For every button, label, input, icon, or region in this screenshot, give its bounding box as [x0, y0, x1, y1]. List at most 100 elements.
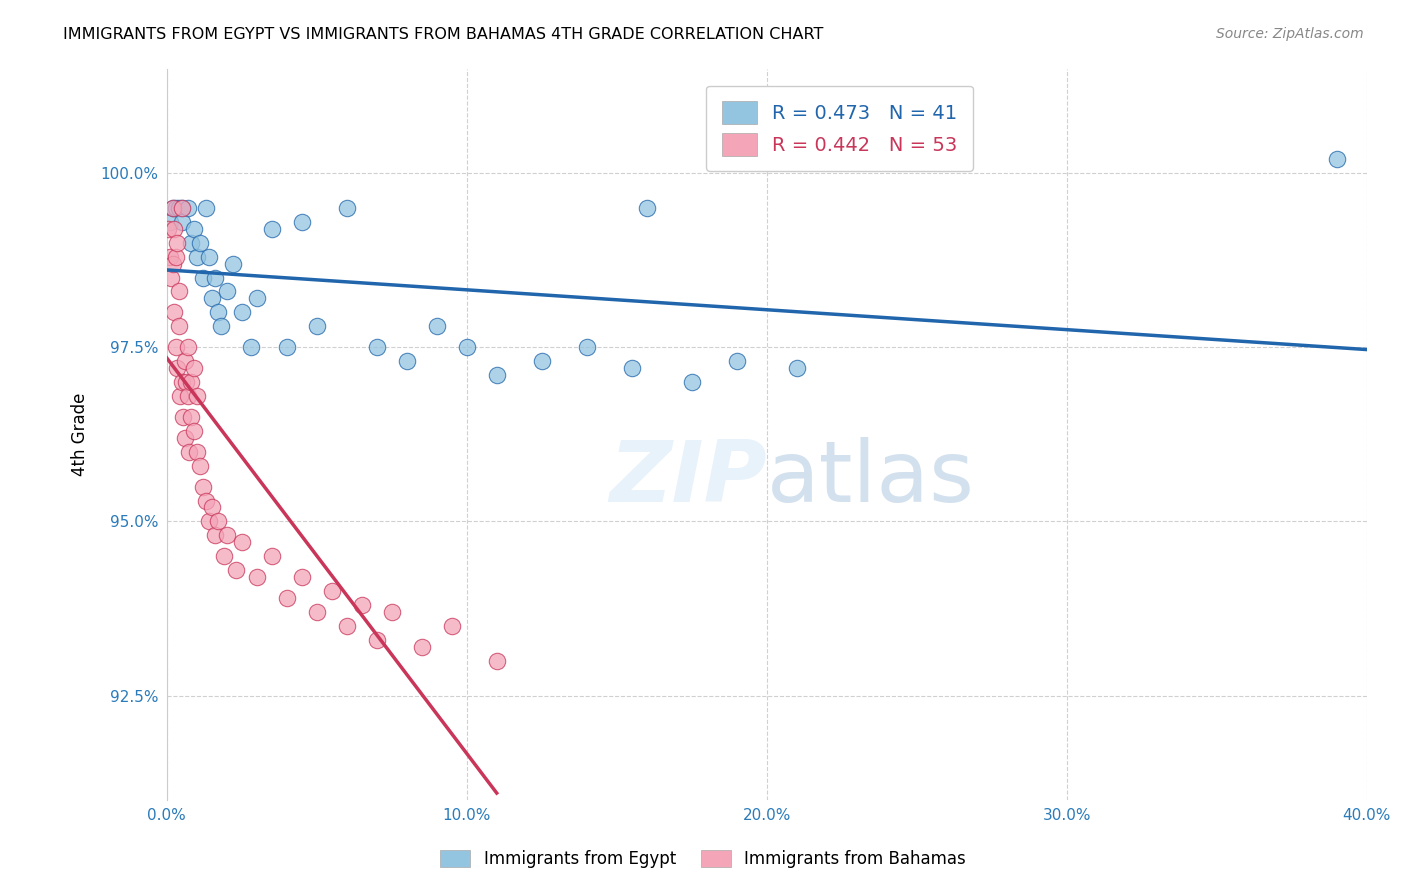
Point [197, 250, 219, 264]
Point [162, 201, 184, 215]
Point [239, 340, 262, 354]
Point [170, 201, 193, 215]
Point [173, 431, 195, 445]
Point [636, 201, 658, 215]
Point [167, 201, 190, 215]
Point [159, 250, 181, 264]
Point [163, 221, 186, 235]
Point [183, 221, 205, 235]
Point [207, 305, 229, 319]
Point [260, 549, 283, 564]
Point [456, 340, 478, 354]
Point [215, 528, 238, 542]
Point [215, 285, 238, 299]
Point [276, 591, 298, 605]
Point [169, 389, 191, 403]
Point [231, 535, 253, 549]
Text: IMMIGRANTS FROM EGYPT VS IMMIGRANTS FROM BAHAMAS 4TH GRADE CORRELATION CHART: IMMIGRANTS FROM EGYPT VS IMMIGRANTS FROM… [63, 27, 824, 42]
Point [157, 221, 180, 235]
Point [620, 361, 643, 376]
Point [291, 570, 314, 584]
Point [575, 340, 598, 354]
Point [180, 375, 202, 389]
Point [172, 409, 194, 424]
Point [231, 305, 253, 319]
Point [440, 619, 463, 633]
Point [176, 340, 198, 354]
Point [165, 201, 187, 215]
Point [188, 235, 211, 250]
Point [188, 458, 211, 473]
Point [204, 270, 226, 285]
Point [183, 424, 205, 438]
Point [411, 640, 433, 654]
Point [173, 354, 195, 368]
Point [786, 361, 808, 376]
Point [201, 292, 224, 306]
Point [186, 250, 208, 264]
Point [321, 584, 343, 599]
Point [174, 375, 197, 389]
Point [183, 361, 205, 376]
Point [336, 619, 359, 633]
Point [166, 235, 188, 250]
Point [209, 319, 232, 334]
Point [170, 375, 193, 389]
Point [186, 389, 208, 403]
Point [186, 444, 208, 458]
Point [681, 375, 703, 389]
Point [336, 201, 359, 215]
Text: atlas: atlas [766, 437, 974, 520]
Point [225, 563, 247, 577]
Point [170, 215, 193, 229]
Point [246, 292, 269, 306]
Point [176, 201, 198, 215]
Point [246, 570, 269, 584]
Point [426, 319, 449, 334]
Point [170, 201, 193, 215]
Point [395, 354, 418, 368]
Point [162, 257, 184, 271]
Point [167, 319, 190, 334]
Point [381, 605, 404, 619]
Point [201, 500, 224, 515]
Point [204, 528, 226, 542]
Point [212, 549, 235, 564]
Point [485, 654, 508, 668]
Point [366, 632, 388, 647]
Point [350, 598, 373, 612]
Point [165, 340, 187, 354]
Point [160, 270, 183, 285]
Legend: Immigrants from Egypt, Immigrants from Bahamas: Immigrants from Egypt, Immigrants from B… [433, 843, 973, 875]
Point [191, 270, 214, 285]
Point [305, 319, 328, 334]
Point [260, 221, 283, 235]
Point [1326, 152, 1348, 166]
Point [179, 444, 201, 458]
Point [291, 215, 314, 229]
Point [180, 235, 202, 250]
Point [530, 354, 553, 368]
Point [207, 515, 229, 529]
Point [180, 409, 202, 424]
Point [197, 515, 219, 529]
Point [165, 250, 187, 264]
Point [305, 605, 328, 619]
Point [191, 480, 214, 494]
Text: Source: ZipAtlas.com: Source: ZipAtlas.com [1216, 27, 1364, 41]
Legend: R = 0.473   N = 41, R = 0.442   N = 53: R = 0.473 N = 41, R = 0.442 N = 53 [706, 86, 973, 171]
Point [159, 215, 181, 229]
Point [194, 493, 217, 508]
Point [485, 368, 508, 383]
Point [163, 305, 186, 319]
Text: ZIP: ZIP [609, 437, 766, 520]
Point [725, 354, 748, 368]
Point [176, 389, 198, 403]
Point [167, 285, 190, 299]
Point [221, 257, 243, 271]
Point [162, 201, 184, 215]
Y-axis label: 4th Grade: 4th Grade [72, 392, 89, 476]
Point [166, 361, 188, 376]
Point [366, 340, 388, 354]
Point [276, 340, 298, 354]
